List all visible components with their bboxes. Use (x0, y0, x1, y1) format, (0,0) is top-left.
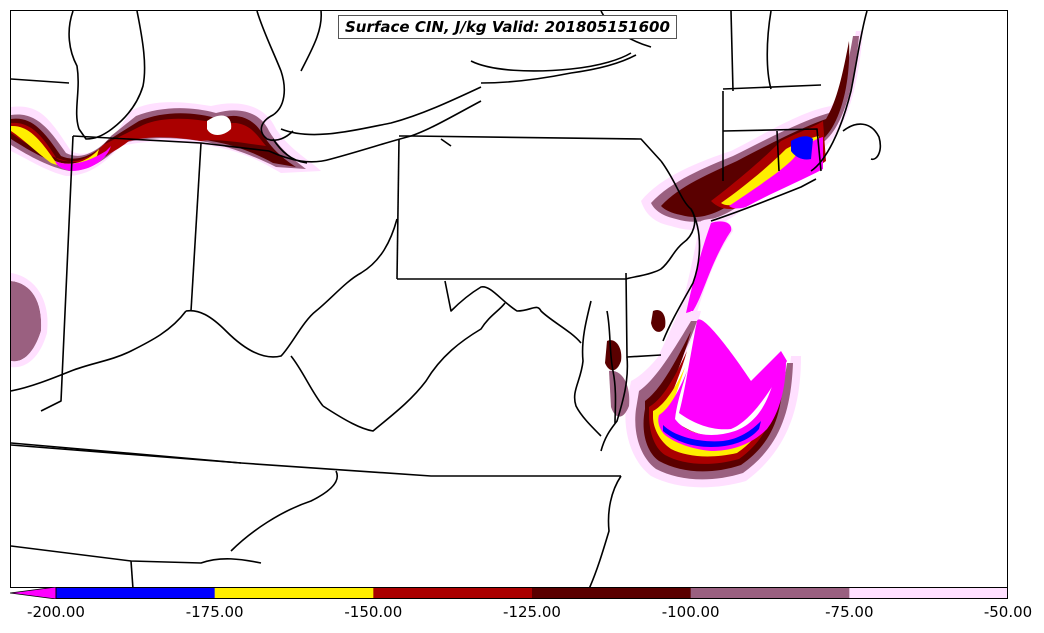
border-ky-wv (290, 355, 324, 407)
colorbar-tick-label: -100.00 (661, 603, 720, 621)
chesapeake-east (606, 310, 617, 424)
cin-blob-west (11, 281, 42, 362)
boundaries (11, 11, 882, 587)
coast-long-island (710, 178, 817, 222)
map-panel (10, 10, 1008, 588)
cin-band-lakes-red (11, 118, 266, 163)
cin-lakes-white-hole (207, 115, 232, 135)
lake-st-clair (272, 138, 308, 164)
border-tn-nc (230, 470, 338, 552)
cin-band-lakes-magenta (55, 146, 111, 171)
cin-band-hook-blue (663, 421, 761, 447)
border-wi-mi (11, 78, 70, 84)
border-wv-va (322, 302, 506, 432)
cin-band-nj-magenta (686, 221, 732, 313)
border-ny-vt (730, 11, 734, 92)
colorbar-segments (56, 587, 1008, 599)
colorbar-segment-4 (690, 587, 850, 599)
cin-shading (11, 31, 863, 488)
colorbar-segment-2 (373, 587, 533, 599)
border-ma-ct-ri (722, 128, 822, 172)
cin-band-lakes-yellow (11, 125, 99, 167)
coast-nj (662, 208, 701, 342)
border-vt-nh (766, 11, 772, 90)
cin-blob-delaware (651, 309, 666, 332)
lake-erie-south-shore (268, 100, 482, 163)
colorbar-tick-label: -150.00 (344, 603, 403, 621)
cin-band-ne-mauve (651, 36, 859, 222)
colorbar-segment-3 (532, 587, 692, 599)
border-va-nc (11, 444, 242, 464)
colorbar-tick-label: -75.00 (825, 603, 874, 621)
border-nc-sc (11, 545, 262, 564)
border-mi-in-oh (72, 135, 270, 152)
coast-ne (810, 11, 868, 172)
colorbar-tick-label: -175.00 (185, 603, 244, 621)
lake-erie-north-shore (280, 86, 482, 136)
colorbar-segment-5 (849, 587, 1008, 599)
cin-blob-west-outer (11, 273, 48, 368)
border-pa-ny (399, 135, 662, 162)
border-in-ky (11, 310, 187, 392)
coast-atlantic (588, 475, 622, 587)
border-ga (130, 560, 134, 587)
chesapeake-west (573, 300, 602, 437)
ny-western-border (440, 138, 452, 147)
colorbar-extend-min (10, 587, 57, 599)
cin-hook-white-inner (679, 319, 787, 430)
cin-band-ne-blue (791, 136, 813, 160)
colorbar-tick-label: -125.00 (503, 603, 561, 621)
cin-blob-chesapeake (605, 340, 622, 371)
lake-huron (256, 11, 294, 142)
border-ct-ri (776, 130, 780, 172)
colorbar-segment-1 (214, 587, 374, 599)
border-in-oh (190, 142, 202, 312)
map-canvas (11, 11, 882, 587)
colorbar-tick-label: -50.00 (983, 603, 1033, 621)
border-oh-pa (396, 138, 400, 280)
border-wv-md-va (444, 280, 582, 344)
border-il-in (40, 135, 74, 412)
border-nj-pa (625, 160, 696, 280)
lake-ontario (470, 52, 632, 72)
border-ky-tn-va (11, 442, 621, 477)
border-vt-nh-ma (722, 84, 822, 90)
cape-cod (842, 123, 882, 160)
coast-delmarva (600, 356, 629, 452)
border-oh-wv-ky (185, 218, 398, 358)
canada-top (300, 11, 322, 72)
map-title: Surface CIN, J/kg Valid: 201805151600 (338, 15, 677, 39)
colorbar-tick-label: -200.00 (27, 603, 85, 621)
colorbar (10, 587, 1008, 599)
colorbar-segment-0 (56, 587, 216, 599)
lake-ontario-south (480, 54, 637, 84)
